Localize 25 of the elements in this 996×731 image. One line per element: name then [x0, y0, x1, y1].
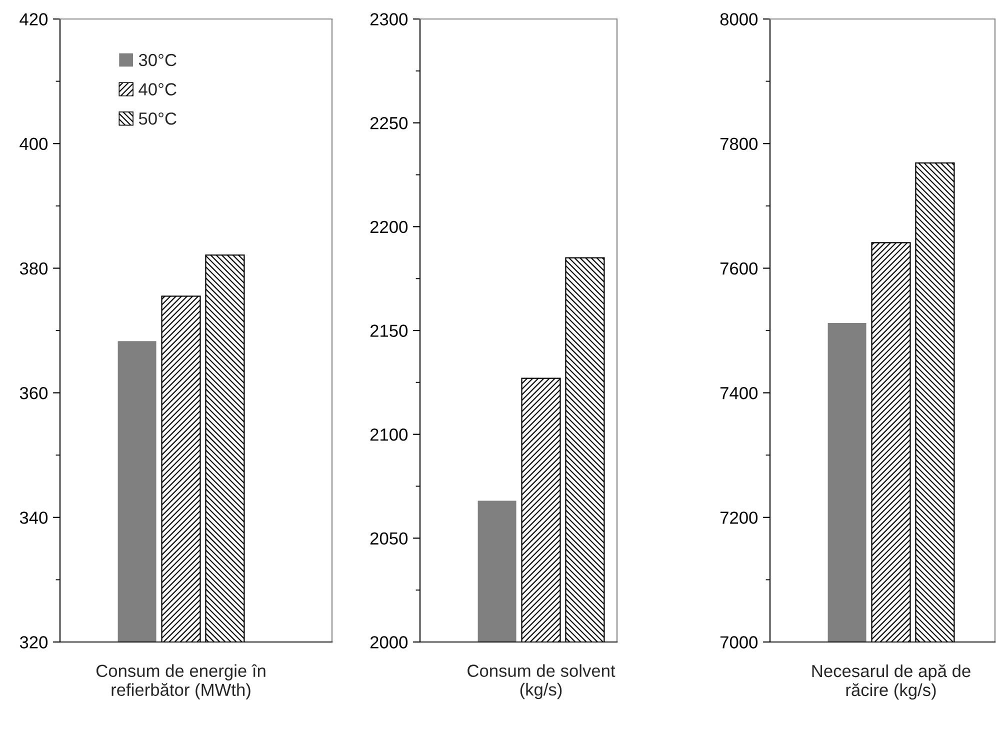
- y-tick-label: 2150: [370, 324, 408, 337]
- y-tick-label: 2250: [370, 117, 408, 130]
- y-tick-label: 340: [20, 512, 48, 524]
- y-tick-label: 7800: [720, 138, 758, 150]
- y-tick-label: 2100: [370, 428, 408, 441]
- y-tick-label: 2300: [370, 13, 408, 26]
- y-tick-label: 380: [20, 262, 48, 275]
- y-tick-label: 420: [20, 13, 48, 26]
- y-tick-label: 2000: [370, 636, 408, 648]
- y-tick-label: 8000: [720, 13, 758, 26]
- y-tick-label: 7400: [720, 386, 758, 400]
- y-tick-label: 320: [20, 636, 48, 648]
- x-tick-label: Necesarul de apă de răcire (kg/s): [812, 664, 970, 700]
- legend-label: 50°C: [138, 112, 176, 125]
- y-tick-label: 7000: [720, 636, 758, 648]
- y-tick-label: 360: [20, 386, 48, 400]
- y-tick-label: 400: [20, 138, 48, 150]
- y-tick-label: 2200: [370, 220, 408, 234]
- y-tick-label: 7600: [720, 262, 758, 275]
- x-tick-label: Consum de energie în refierbător (MWth): [96, 664, 266, 700]
- legend-label: 30°C: [138, 54, 176, 66]
- y-tick-label: 2050: [370, 532, 408, 545]
- y-tick-label: 7200: [720, 512, 758, 524]
- x-tick-label: Consum de solvent (kg/s): [468, 664, 616, 700]
- legend-label: 40°C: [138, 83, 176, 96]
